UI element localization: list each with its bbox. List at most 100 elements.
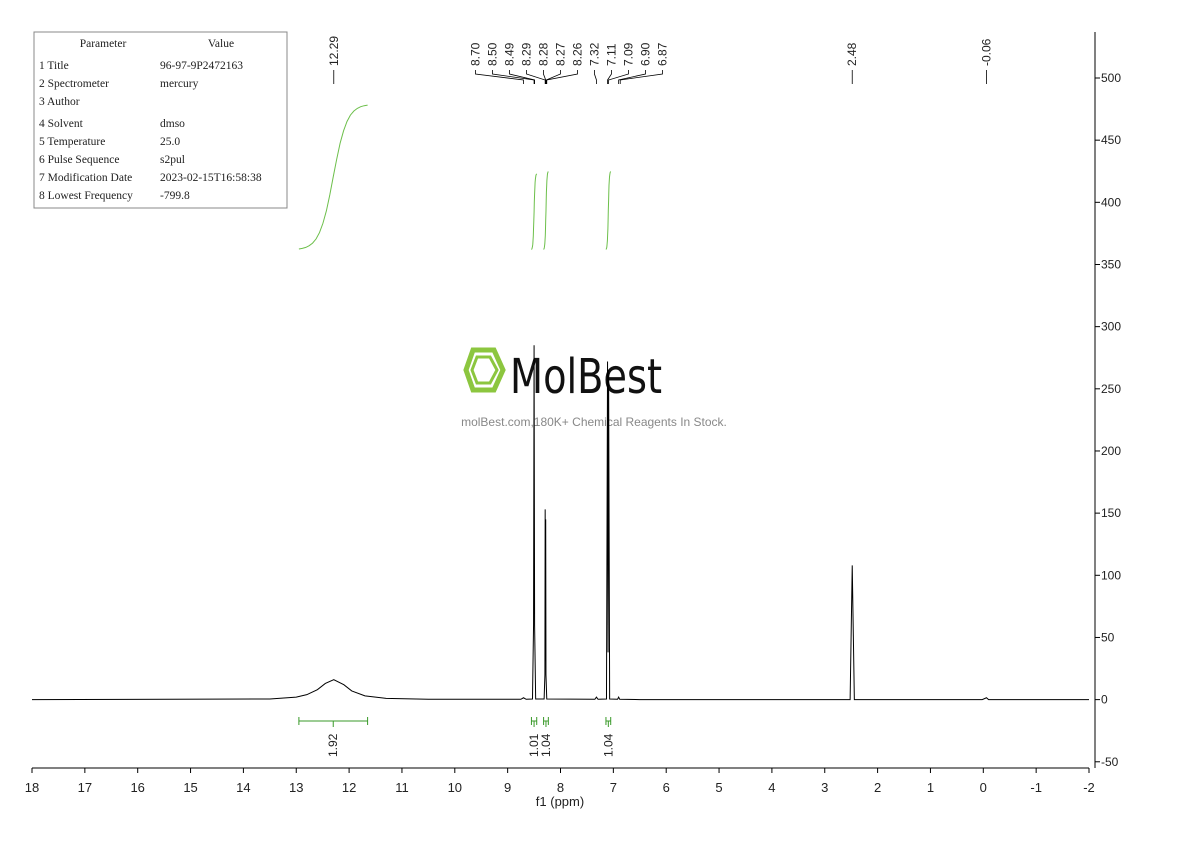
table-key: 4 Solvent bbox=[39, 118, 84, 130]
table-key: 3 Author bbox=[39, 96, 80, 108]
peak-connector bbox=[475, 70, 524, 84]
y-tick-label: 350 bbox=[1101, 257, 1121, 271]
x-tick-label: 9 bbox=[504, 780, 511, 795]
x-tick-label: -2 bbox=[1083, 780, 1095, 795]
peak-label: -0.06 bbox=[979, 38, 993, 66]
peak-connector bbox=[526, 70, 546, 84]
y-tick-label: -50 bbox=[1101, 755, 1119, 769]
watermark: MolBest molBest.com,180K+ Chemical Reage… bbox=[461, 347, 727, 429]
y-tick-label: 250 bbox=[1101, 382, 1121, 396]
x-tick-label: 13 bbox=[289, 780, 303, 795]
x-tick-label: 6 bbox=[663, 780, 670, 795]
peak-label: 6.87 bbox=[655, 42, 669, 66]
peak-label: 8.26 bbox=[570, 42, 584, 66]
x-tick-label: 16 bbox=[130, 780, 144, 795]
peak-label: 8.49 bbox=[502, 42, 516, 66]
x-tick-label: 4 bbox=[768, 780, 775, 795]
peak-label: 12.29 bbox=[327, 36, 341, 66]
peak-label: 6.90 bbox=[638, 42, 652, 66]
table-header: Parameter bbox=[80, 38, 127, 50]
y-tick-label: 400 bbox=[1101, 195, 1121, 209]
spectrum bbox=[31, 345, 1089, 701]
x-tick-label: 18 bbox=[25, 780, 39, 795]
peak-label: 7.11 bbox=[604, 43, 618, 66]
integral-bar bbox=[605, 717, 612, 727]
table-value: 25.0 bbox=[160, 136, 180, 148]
table-border bbox=[33, 31, 288, 209]
y-tick-label: 500 bbox=[1101, 71, 1121, 85]
table-value: mercury bbox=[160, 78, 199, 90]
integral-bar bbox=[543, 717, 549, 727]
x-tick-label: 2 bbox=[874, 780, 881, 795]
peak-connector bbox=[594, 70, 597, 84]
logo-hexagon bbox=[463, 347, 506, 393]
table-key: 6 Pulse Sequence bbox=[39, 154, 119, 166]
integral-label: 1.01 bbox=[527, 733, 541, 757]
x-tick-label: 15 bbox=[183, 780, 197, 795]
table-value: dmso bbox=[160, 118, 185, 130]
x-tick-label: 10 bbox=[448, 780, 462, 795]
table-key: 2 Spectrometer bbox=[39, 78, 109, 90]
table-value: 2023-02-15T16:58:38 bbox=[160, 172, 262, 184]
watermark-tagline: molBest.com,180K+ Chemical Reagents In S… bbox=[461, 415, 727, 429]
x-tick-label: 17 bbox=[78, 780, 92, 795]
x-tick-label: -1 bbox=[1030, 780, 1042, 795]
integral-curve bbox=[605, 171, 612, 250]
x-tick-label: 11 bbox=[395, 780, 409, 795]
peak-connector bbox=[545, 70, 561, 84]
logo-ring bbox=[470, 355, 499, 385]
peak-connector bbox=[543, 70, 547, 84]
integral-curve bbox=[298, 104, 368, 250]
x-tick-label: 5 bbox=[715, 780, 722, 795]
peak-label: 8.28 bbox=[536, 42, 550, 66]
integral-label: 1.04 bbox=[601, 733, 615, 757]
peak-connector bbox=[546, 70, 578, 84]
y-tick-label: 150 bbox=[1101, 506, 1121, 520]
peak-connector bbox=[619, 70, 663, 84]
table-key: 1 Title bbox=[39, 60, 69, 72]
watermark-brand: MolBest bbox=[510, 349, 662, 405]
x-tick-label: 12 bbox=[342, 780, 356, 795]
integral-label: 1.92 bbox=[326, 733, 340, 757]
peak-label: 7.09 bbox=[621, 42, 635, 66]
parameter-table: Parameter Value 1 Title 96-97-9P2472163 2 Sp… bbox=[33, 31, 288, 209]
peak-connector bbox=[608, 70, 629, 84]
peak-label: 2.48 bbox=[845, 42, 859, 66]
integral-bar bbox=[530, 717, 538, 727]
y-tick-label: 100 bbox=[1101, 568, 1121, 582]
y-tick-label: 200 bbox=[1101, 444, 1121, 458]
x-tick-label: 14 bbox=[236, 780, 250, 795]
y-tick-label: 0 bbox=[1101, 693, 1108, 707]
peak-label: 8.29 bbox=[519, 42, 533, 66]
table-key: 5 Temperature bbox=[39, 136, 105, 148]
x-tick-label: 7 bbox=[610, 780, 617, 795]
peak-label: 8.70 bbox=[468, 42, 482, 66]
y-tick-label: 300 bbox=[1101, 320, 1121, 334]
table-header: Value bbox=[208, 38, 234, 50]
peak-connector bbox=[509, 70, 536, 84]
integral-curve bbox=[531, 173, 538, 250]
table-key: 7 Modification Date bbox=[39, 172, 132, 184]
integral-bar bbox=[298, 717, 369, 727]
peak-connector bbox=[492, 70, 535, 84]
x-tick-label: 3 bbox=[821, 780, 828, 795]
x-axis-label: f1 (ppm) bbox=[536, 794, 584, 809]
y-tick-label: 450 bbox=[1101, 133, 1121, 147]
table-key: 8 Lowest Frequency bbox=[39, 190, 133, 202]
peak-connector bbox=[618, 70, 646, 84]
peak-label: 8.50 bbox=[485, 42, 499, 66]
peak-connector bbox=[607, 70, 612, 84]
peak-label: 7.32 bbox=[587, 42, 601, 66]
table-value: s2pul bbox=[160, 154, 185, 166]
integral-curve bbox=[543, 171, 549, 250]
x-tick-label: 8 bbox=[557, 780, 564, 795]
x-tick-label: 0 bbox=[980, 780, 987, 795]
table-value: -799.8 bbox=[160, 190, 190, 202]
x-tick-label: 1 bbox=[927, 780, 934, 795]
peak-label: 8.27 bbox=[553, 42, 567, 66]
integral-label: 1.04 bbox=[539, 733, 553, 757]
table-value: 96-97-9P2472163 bbox=[160, 60, 243, 72]
y-tick-label: 50 bbox=[1101, 630, 1115, 644]
